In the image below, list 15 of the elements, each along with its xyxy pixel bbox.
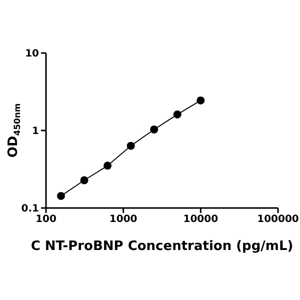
x-tick-label: 100000 <box>257 214 299 226</box>
point <box>150 126 158 134</box>
x-axis-title: C NT-ProBNP Concentration (pg/mL) <box>30 239 294 254</box>
point <box>196 96 205 104</box>
point <box>80 176 88 184</box>
point <box>126 142 135 150</box>
x-tick-label: 10000 <box>183 214 218 226</box>
x-tick-label: 1000 <box>109 214 138 226</box>
y-tick-label: 1 <box>32 126 40 138</box>
x-tick-label: 100 <box>36 214 56 226</box>
y-tick-label: 10 <box>25 48 40 60</box>
point <box>104 162 112 170</box>
point <box>56 192 65 200</box>
point <box>173 110 182 118</box>
y-tick-label: 0.1 <box>21 204 40 215</box>
